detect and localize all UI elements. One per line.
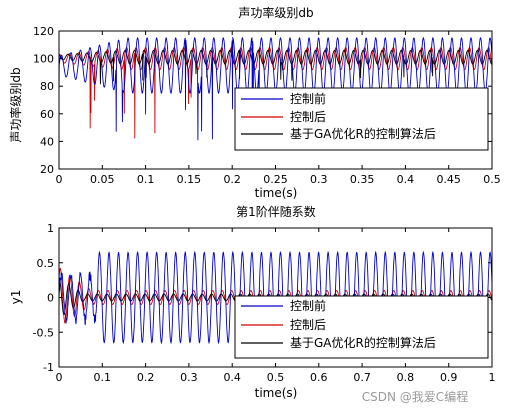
- y-tick-label: 80: [40, 80, 54, 93]
- chart-sound-power: 声功率级别db 声功率级别db time(s) 0 0.05 0.1 0.15 0.2 0…: [8, 5, 501, 200]
- x-tick-label: 0.3: [310, 173, 328, 186]
- series-line-after: [59, 46, 492, 139]
- tick-labels: 0 0.05 0.1 0.15 0.2 0.25 0.3 0.35 0.4 0.45 0.5 20 40…: [33, 25, 501, 186]
- y-tick-label: 0.5: [37, 257, 55, 270]
- y-tick-label: -0.5: [33, 326, 54, 339]
- x-tick-label: 0.15: [177, 173, 202, 186]
- x-tick-label: 0.5: [267, 371, 285, 384]
- x-tick-label: 0.05: [90, 173, 115, 186]
- plot-frame: [58, 30, 493, 170]
- legend: 控制前 控制后 基于GA优化R的控制算法后: [234, 295, 489, 359]
- x-tick-label: 0.1: [137, 173, 155, 186]
- x-tick-label: 0.6: [310, 371, 328, 384]
- legend-label-after: 控制后: [290, 318, 326, 332]
- x-tick-label: 0.2: [137, 371, 155, 384]
- x-tick-label: 0.7: [353, 371, 371, 384]
- series-line-ga: [59, 49, 492, 85]
- y-tick-label: 120: [33, 25, 54, 38]
- x-tick-label: 0.45: [436, 173, 461, 186]
- x-tick-label: 0: [56, 173, 63, 186]
- x-tick-label: 0.25: [263, 173, 288, 186]
- y-tick-label: -1: [43, 361, 54, 374]
- legend-box: [234, 87, 489, 151]
- chart-title: 声功率级别db: [238, 5, 313, 20]
- x-axis-label: time(s): [255, 386, 298, 400]
- chart-adjoint-coefficient: 第1阶伴随系数 y1 time(s) 0 0.1 0.2 0.3 0.4 0.5 0.6 0.…: [9, 204, 496, 400]
- plot-frame: [58, 227, 493, 368]
- y-tick-label: 1: [47, 222, 54, 235]
- x-tick-label: 0.1: [94, 371, 112, 384]
- x-tick-label: 0.9: [440, 371, 458, 384]
- y-tick-label: 20: [40, 163, 54, 176]
- watermark: CSDN @我爱C编程: [362, 389, 468, 404]
- x-tick-label: 0.2: [223, 173, 241, 186]
- x-tick-label: 0.5: [483, 173, 501, 186]
- y-tick-label: 40: [40, 135, 54, 148]
- legend: 控制前 控制后 基于GA优化R的控制算法后: [234, 87, 489, 151]
- legend-label-before: 控制前: [290, 298, 326, 313]
- y-tick-label: 60: [40, 108, 54, 121]
- y-axis-label: 声功率级别db: [8, 67, 23, 142]
- x-tick-label: 0.4: [223, 371, 241, 384]
- x-axis-label: time(s): [255, 186, 298, 200]
- x-tick-label: 0.8: [397, 371, 415, 384]
- x-tick-label: 1: [489, 371, 496, 384]
- legend-label-after: 控制后: [290, 110, 326, 124]
- y-axis-label: y1: [9, 290, 23, 305]
- y-tick-label: 0: [47, 292, 54, 305]
- y-tick-label: 100: [33, 53, 54, 66]
- legend-label-before: 控制前: [290, 91, 326, 106]
- x-tick-label: 0.4: [397, 173, 415, 186]
- x-tick-label: 0.35: [350, 173, 375, 186]
- chart-title: 第1阶伴随系数: [236, 204, 316, 219]
- legend-label-ga: 基于GA优化R的控制算法后: [290, 335, 436, 350]
- x-tick-label: 0: [56, 371, 63, 384]
- x-tick-label: 0.3: [180, 371, 198, 384]
- legend-label-ga: 基于GA优化R的控制算法后: [290, 126, 436, 141]
